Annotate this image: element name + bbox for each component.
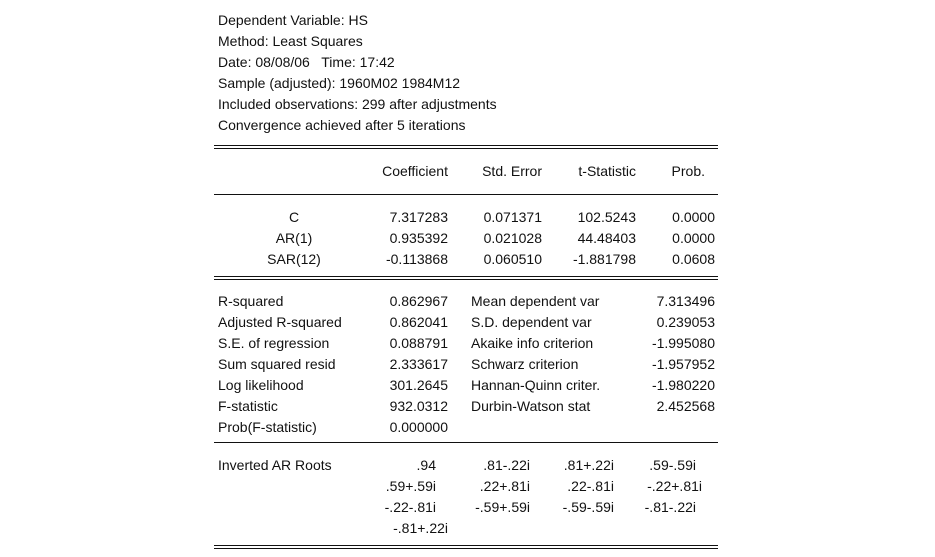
coef-value: 0.935392 (389, 230, 448, 246)
stat-value: 7.313496 (656, 293, 715, 309)
root-value: .81-.22i (483, 457, 530, 473)
coef-t-statistic: 44.48403 (577, 230, 636, 246)
table-row: Adjusted R-squared 0.862041 S.D. depende… (214, 312, 718, 333)
table-row: -.81+.22i (214, 518, 718, 539)
stat-label: Prob(F-statistic) (218, 419, 317, 435)
header-observations: Included observations: 299 after adjustm… (218, 96, 497, 112)
table-row: C 7.317283 0.071371 102.5243 0.0000 (214, 207, 718, 228)
divider-single (214, 194, 718, 195)
header-dependent-variable: Dependent Variable: HS (218, 12, 368, 28)
table-row: .59+.59i .22+.81i .22-.81i -.22+.81i (214, 476, 718, 497)
coef-name: C (288, 209, 300, 225)
coef-std-error: 0.060510 (483, 251, 542, 267)
stat-label: Log likelihood (218, 377, 304, 393)
stat-label: S.E. of regression (218, 335, 330, 351)
stat-value: 932.0312 (389, 398, 448, 414)
root-value: -.81+.22i (393, 520, 448, 536)
inverted-ar-roots: Inverted AR Roots .94 .81-.22i .81+.22i … (214, 455, 718, 539)
stat-label: Adjusted R-squared (218, 314, 342, 330)
root-value: -.22-.81i (384, 499, 436, 515)
stat-value: -1.995080 (651, 335, 715, 351)
divider-double (214, 545, 718, 549)
stat-value: -1.957952 (651, 356, 715, 372)
table-row: Log likelihood 301.2645 Hannan-Quinn cri… (214, 375, 718, 396)
root-value: .81+.22i (563, 457, 614, 473)
stat-value: 0.862967 (389, 293, 448, 309)
stat-value: 301.2645 (389, 377, 448, 393)
coef-value: -0.113868 (385, 251, 448, 267)
root-value: .22+.81i (479, 478, 530, 494)
coef-name: SAR(12) (267, 251, 321, 267)
root-value: -.59-.59i (562, 499, 614, 515)
coef-std-error: 0.021028 (483, 230, 542, 246)
stat-label: Hannan-Quinn criter. (471, 377, 601, 393)
estimation-header: Dependent Variable: HS Method: Least Squ… (214, 0, 718, 136)
table-row: F-statistic 932.0312 Durbin-Watson stat … (214, 396, 718, 417)
coef-prob: 0.0608 (672, 251, 715, 267)
summary-stats-table: R-squared 0.862967 Mean dependent var 7.… (214, 291, 718, 438)
table-row: -.22-.81i -.59+.59i -.59-.59i -.81-.22i (214, 497, 718, 518)
root-value: -.22+.81i (647, 478, 702, 494)
stat-label: R-squared (218, 293, 284, 309)
regression-output: Dependent Variable: HS Method: Least Squ… (214, 0, 718, 549)
col-header-t-statistic: t-Statistic (578, 163, 636, 179)
roots-label: Inverted AR Roots (218, 457, 332, 473)
col-header-prob: Prob. (671, 163, 705, 179)
table-row: AR(1) 0.935392 0.021028 44.48403 0.0000 (214, 228, 718, 249)
column-header-row: Coefficient Std. Error t-Statistic Prob. (214, 161, 718, 182)
header-method: Method: Least Squares (218, 33, 363, 49)
table-row: S.E. of regression 0.088791 Akaike info … (214, 333, 718, 354)
root-value: .22-.81i (567, 478, 614, 494)
stat-value: 0.862041 (389, 314, 448, 330)
coef-std-error: 0.071371 (483, 209, 542, 225)
divider-double (214, 276, 718, 280)
coefficient-table: C 7.317283 0.071371 102.5243 0.0000 AR(1… (214, 207, 718, 270)
table-row: R-squared 0.862967 Mean dependent var 7.… (214, 291, 718, 312)
coef-prob: 0.0000 (672, 230, 715, 246)
root-value: -.59+.59i (475, 499, 530, 515)
table-row: Prob(F-statistic) 0.000000 (214, 417, 718, 438)
stat-label: Akaike info criterion (471, 335, 594, 351)
header-date-time: Date: 08/08/06 Time: 17:42 (218, 54, 395, 70)
stat-value: 0.088791 (389, 335, 448, 351)
divider-double (214, 145, 718, 149)
coef-value: 7.317283 (389, 209, 448, 225)
stat-label: Schwarz criterion (471, 356, 579, 372)
stat-value: -1.980220 (651, 377, 715, 393)
header-sample: Sample (adjusted): 1960M02 1984M12 (218, 75, 461, 91)
root-value: .59+.59i (385, 478, 436, 494)
root-value: .59-.59i (649, 457, 696, 473)
table-row: Sum squared resid 2.333617 Schwarz crite… (214, 354, 718, 375)
stat-label: Durbin-Watson stat (471, 398, 591, 414)
header-convergence: Convergence achieved after 5 iterations (218, 117, 466, 133)
divider-single (214, 442, 718, 443)
root-value: .94 (416, 457, 436, 473)
stat-value: 0.239053 (656, 314, 715, 330)
stat-label: S.D. dependent var (471, 314, 592, 330)
stat-label: Sum squared resid (218, 356, 336, 372)
coef-t-statistic: 102.5243 (577, 209, 636, 225)
col-header-coefficient: Coefficient (382, 163, 448, 179)
stat-value: 2.452568 (656, 398, 715, 414)
stat-label: F-statistic (218, 398, 278, 414)
table-row: Inverted AR Roots .94 .81-.22i .81+.22i … (214, 455, 718, 476)
coef-prob: 0.0000 (672, 209, 715, 225)
stat-value: 2.333617 (389, 356, 448, 372)
col-header-std-error: Std. Error (482, 163, 542, 179)
coef-t-statistic: -1.881798 (572, 251, 636, 267)
coef-name: AR(1) (275, 230, 313, 246)
stat-label: Mean dependent var (471, 293, 600, 309)
table-row: SAR(12) -0.113868 0.060510 -1.881798 0.0… (214, 249, 718, 270)
root-value: -.81-.22i (644, 499, 696, 515)
stat-value: 0.000000 (389, 419, 448, 435)
